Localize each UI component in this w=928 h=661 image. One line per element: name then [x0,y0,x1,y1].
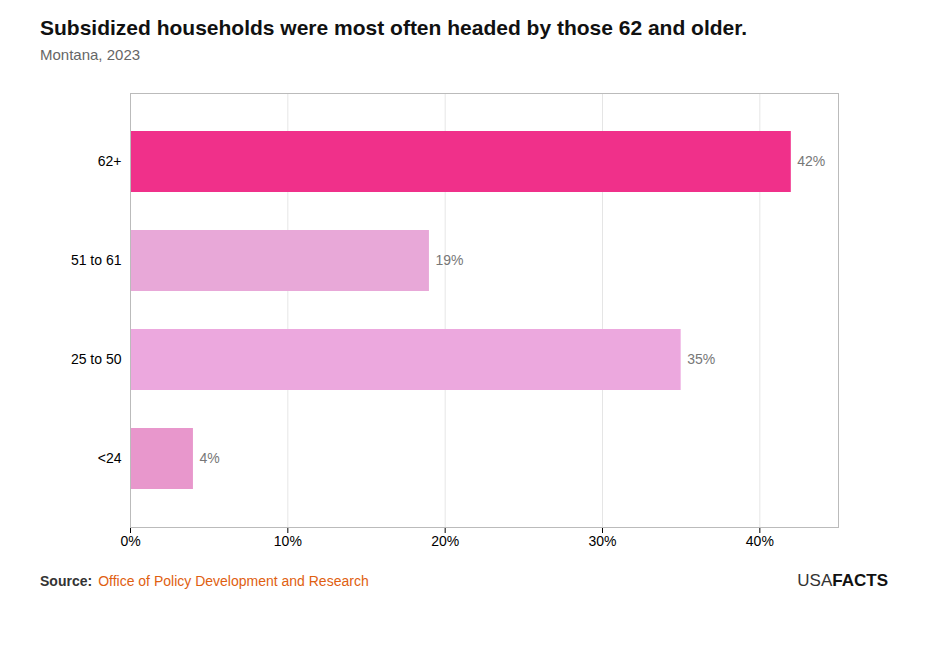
svg-text:42%: 42% [797,153,825,169]
svg-text:40%: 40% [746,533,774,549]
html-text:Subsidized households were mos: Subsidized households were most often he… [40,16,748,39]
svg-text:25 to 50: 25 to 50 [71,351,122,367]
html-text:USA FACTS: USA FACTS [797,571,888,590]
svg-text:19%: 19% [435,252,463,268]
svg-text:62+: 62+ [98,153,122,169]
svg-text:35%: 35% [687,351,715,367]
html-text:Source: Office of Policy Devel: Source: Office of Policy Development and… [40,573,369,589]
svg-text:30%: 30% [588,533,616,549]
svg-text:<24: <24 [98,450,122,466]
svg-text:10%: 10% [274,533,302,549]
svg-text:4%: 4% [199,450,219,466]
svg-text:0%: 0% [120,533,140,549]
svg-text:51 to 61: 51 to 61 [71,252,122,268]
svg-text:20%: 20% [431,533,459,549]
html-text:Montana, 2023: Montana, 2023 [40,46,141,63]
